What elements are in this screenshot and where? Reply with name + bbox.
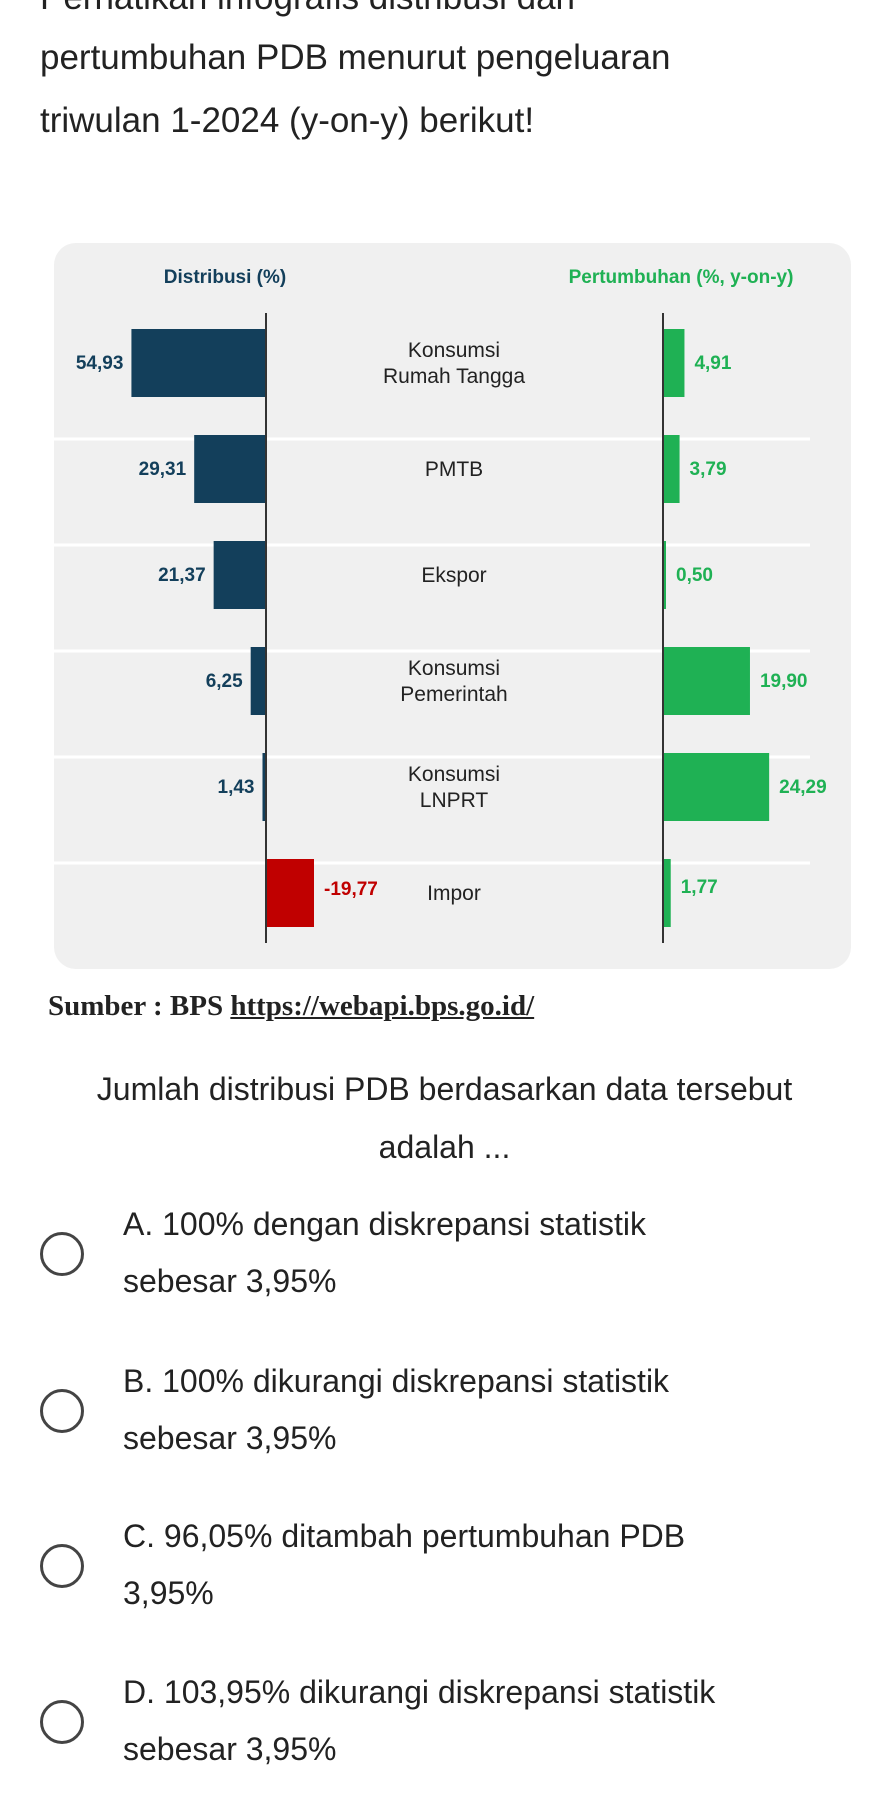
option-a[interactable]: A. 100% dengan diskrepansi statistik sebe… <box>0 1196 889 1326</box>
category-label: Rumah Tangga <box>383 365 525 388</box>
left-title: Distribusi (%) <box>164 267 286 288</box>
category-label: Konsumsi <box>408 657 500 680</box>
option-b-line-1: sebesar 3,95% <box>123 1420 337 1456</box>
growth-bar <box>663 541 666 609</box>
growth-label: 0,50 <box>676 565 713 586</box>
category-label: PMTB <box>425 458 483 481</box>
option-b-line-0: B. 100% dikurangi diskrepansi statistik <box>123 1363 670 1399</box>
growth-label: 24,29 <box>779 777 827 798</box>
growth-bar <box>663 859 671 927</box>
growth-bar <box>663 753 770 821</box>
option-a-line-0: A. 100% dengan diskrepansi statistik <box>123 1206 646 1242</box>
category-label: Pemerintah <box>400 683 507 706</box>
category-label: Impor <box>427 882 481 905</box>
distribution-label: 54,93 <box>76 353 124 374</box>
option-a-line-1: sebesar 3,95% <box>123 1263 337 1299</box>
growth-label: 3,79 <box>690 459 727 480</box>
growth-bar <box>663 435 680 503</box>
source-prefix: Sumber : BPS <box>48 990 231 1022</box>
distribution-bar <box>194 435 266 503</box>
infographic-card: Distribusi (%) Pertumbuhan (%, y-on-y) 54,… <box>54 243 851 969</box>
option-c-line-0: C. 96,05% ditambah pertumbuhan PDB <box>123 1518 686 1554</box>
right-title: Pertumbuhan (%, y-on-y) <box>569 267 794 288</box>
growth-label: 4,91 <box>694 353 731 374</box>
radio-button-a[interactable] <box>40 1232 84 1276</box>
category-label: Konsumsi <box>408 339 500 362</box>
category-label: Konsumsi <box>408 763 500 786</box>
distribution-growth-chart: Distribusi (%) Pertumbuhan (%, y-on-y) 54,… <box>54 267 827 943</box>
distribution-bar-negative <box>266 859 314 927</box>
distribution-label: 6,25 <box>206 671 243 692</box>
growth-label: 1,77 <box>681 877 718 898</box>
intro-line-2: triwulan 1-2024 (y-on-y) berikut! <box>40 101 535 140</box>
distribution-label: 29,31 <box>139 459 187 480</box>
option-b[interactable]: B. 100% dikurangi diskrepansi statistik s… <box>0 1353 889 1483</box>
distribution-bar <box>131 329 266 397</box>
radio-button-d[interactable] <box>40 1700 84 1744</box>
category-label: LNPRT <box>420 789 489 812</box>
distribution-label: 21,37 <box>158 565 206 586</box>
intro-line-1: pertumbuhan PDB menurut pengeluaran <box>40 38 671 77</box>
growth-bar <box>663 329 685 397</box>
source-line: Sumber : BPS https://webapi.bps.go.id/ <box>48 990 534 1023</box>
growth-bar <box>663 647 750 715</box>
question-text: Jumlah distribusi PDB berdasarkan data t… <box>0 1060 889 1176</box>
option-d-line-0: D. 103,95% dikurangi diskrepansi statist… <box>123 1674 716 1710</box>
radio-button-b[interactable] <box>40 1389 84 1433</box>
option-c-line-1: 3,95% <box>123 1575 214 1611</box>
option-c[interactable]: C. 96,05% ditambah pertumbuhan PDB 3,95% <box>0 1508 889 1638</box>
source-link[interactable]: https://webapi.bps.go.id/ <box>230 990 535 1022</box>
question-line-1: adalah ... <box>378 1129 511 1165</box>
growth-label: 19,90 <box>760 671 808 692</box>
question-line-0: Jumlah distribusi PDB berdasarkan data t… <box>96 1071 793 1107</box>
distribution-bar <box>213 541 266 609</box>
option-d-line-1: sebesar 3,95% <box>123 1731 337 1767</box>
category-label: Ekspor <box>421 564 486 587</box>
intro-line-0: Perhatikan infografis distribusi dan <box>40 0 575 18</box>
distribution-bar <box>262 753 266 821</box>
radio-button-c[interactable] <box>40 1544 84 1588</box>
option-d[interactable]: D. 103,95% dikurangi diskrepansi statist… <box>0 1664 889 1794</box>
distribution-label: -19,77 <box>324 879 378 900</box>
distribution-bar <box>250 647 266 715</box>
distribution-label: 1,43 <box>218 777 255 798</box>
